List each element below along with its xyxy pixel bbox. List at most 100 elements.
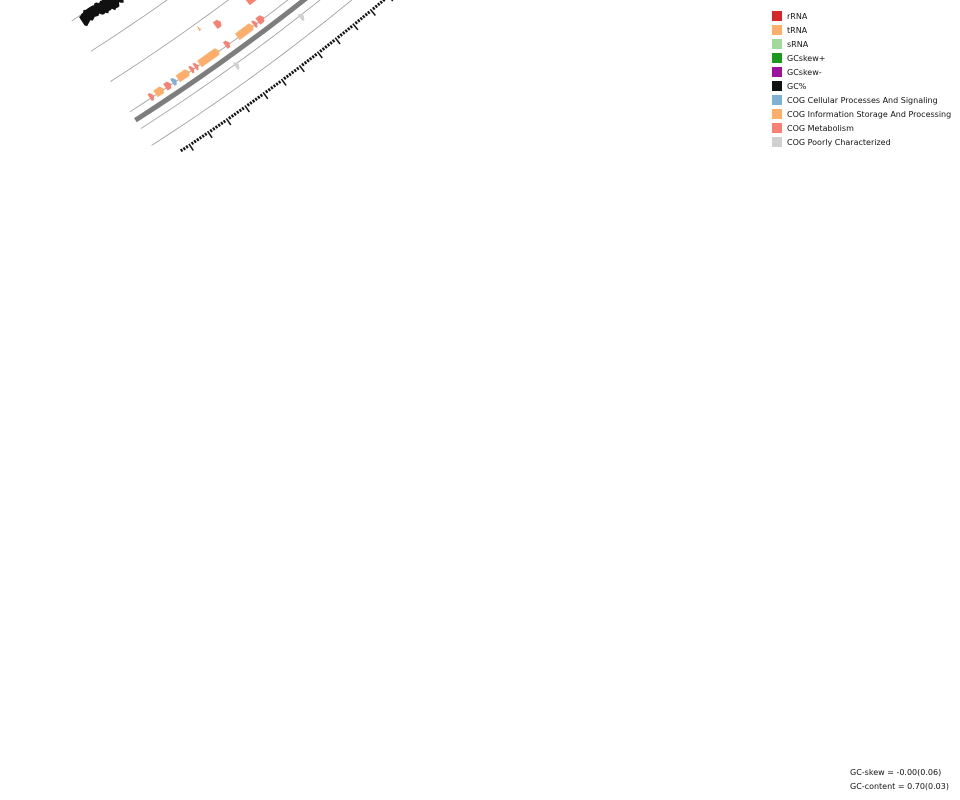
gene-arrow (163, 81, 172, 91)
tick-mark (254, 97, 258, 101)
tick-mark (230, 114, 235, 118)
gene-arrow (197, 48, 220, 68)
legend-item: sRNA (772, 37, 951, 51)
legend-label: sRNA (787, 39, 809, 49)
gc-skew-stat: GC-skew = -0.00(0.06) (850, 768, 942, 777)
tick-mark (188, 143, 194, 151)
tick-mark (225, 117, 232, 126)
tick-mark (259, 93, 264, 98)
legend-item: rRNA (772, 9, 951, 23)
tick-mark (379, 0, 383, 5)
track-guide-line (90, 0, 168, 52)
tick-mark (324, 45, 328, 49)
tick-mark (321, 47, 326, 51)
legend-label: COG Information Storage And Processing (787, 109, 952, 119)
track-guide-line (151, 0, 353, 146)
tick-mark (352, 23, 359, 31)
legend-label: rRNA (787, 11, 808, 21)
legend-swatch (772, 25, 782, 35)
gene-arrow (192, 62, 199, 71)
backbone-line (134, 0, 308, 123)
tick-mark (238, 108, 243, 113)
tick-mark (296, 66, 300, 71)
tick-mark (339, 33, 343, 37)
tick-mark (308, 56, 313, 61)
legend-label: tRNA (787, 25, 808, 35)
track-guide-line (140, 0, 321, 129)
tick-mark (264, 89, 269, 94)
tick-mark (369, 8, 376, 16)
tick-mark (193, 139, 197, 144)
tick-mark (288, 72, 292, 77)
gc-content-track (79, 0, 124, 27)
gc-content-stat: GC-content = 0.70(0.03) (850, 782, 949, 791)
tick-mark (316, 51, 323, 59)
tick-mark (285, 74, 290, 79)
tick-mark (331, 39, 336, 43)
tick-mark (214, 125, 219, 129)
tick-mark (290, 70, 295, 75)
legend-swatch (772, 137, 782, 147)
tick-mark (382, 0, 386, 2)
tick-mark (364, 12, 368, 17)
tick-mark (236, 110, 240, 115)
trna-mark (196, 25, 202, 32)
tick-mark (217, 123, 221, 127)
tick-mark (222, 119, 227, 124)
tick-mark (185, 145, 189, 149)
gc-stats: GC-skew = -0.00(0.06) GC-content = 0.70(… (850, 766, 949, 794)
genome-backbone (134, 0, 308, 123)
tick-mark (372, 6, 376, 11)
tick-mark (249, 101, 253, 105)
tick-mark (357, 18, 361, 23)
track-guide-line (110, 0, 230, 82)
tick-mark (206, 130, 213, 139)
legend-label: GCskew- (787, 67, 822, 77)
tick-mark (179, 148, 184, 153)
tick-mark (212, 127, 216, 131)
tick-mark (391, 0, 394, 2)
tick-mark (220, 121, 224, 126)
tick-mark (342, 31, 346, 35)
tick-mark (344, 29, 348, 33)
legend-swatch (772, 53, 782, 63)
gene-arrow (297, 13, 305, 22)
gene-arrow (170, 77, 177, 86)
tick-mark (362, 14, 366, 19)
tick-mark (198, 136, 203, 140)
legend-swatch (772, 109, 782, 119)
gene-arrow (188, 65, 195, 74)
tick-mark (374, 4, 378, 9)
tick-mark (301, 62, 305, 67)
tick-mark (251, 99, 256, 103)
legend-swatch (772, 95, 782, 105)
legend-item: COG Poorly Characterized (772, 135, 951, 149)
tick-mark (262, 91, 269, 100)
legend-label: GC% (787, 81, 807, 91)
tick-mark (244, 105, 251, 113)
legend-swatch (772, 123, 782, 133)
tick-mark (354, 20, 358, 25)
legend-label: COG Metabolism (787, 123, 854, 133)
legend-swatch (772, 81, 782, 91)
gene-arrow (222, 40, 231, 49)
tick-mark (272, 84, 277, 88)
gene-arrow (175, 69, 190, 83)
legend-swatch (772, 67, 782, 77)
gene-arrow (235, 23, 254, 41)
legend-swatch (772, 39, 782, 49)
tick-mark (196, 137, 200, 142)
legend-item: GC% (772, 79, 951, 93)
legend-item: tRNA (772, 23, 951, 37)
tick-mark (359, 16, 363, 21)
tick-mark (293, 68, 297, 73)
tick-mark (377, 2, 381, 7)
legend-label: COG Cellular Processes And Signaling (787, 95, 938, 105)
legend-item: COG Information Storage And Processing (772, 107, 951, 121)
gene-arrow (153, 86, 164, 98)
tick-mark (314, 52, 318, 57)
tick-mark (228, 116, 232, 120)
outer-ticks (179, 0, 394, 153)
gene-arrow (255, 15, 265, 25)
